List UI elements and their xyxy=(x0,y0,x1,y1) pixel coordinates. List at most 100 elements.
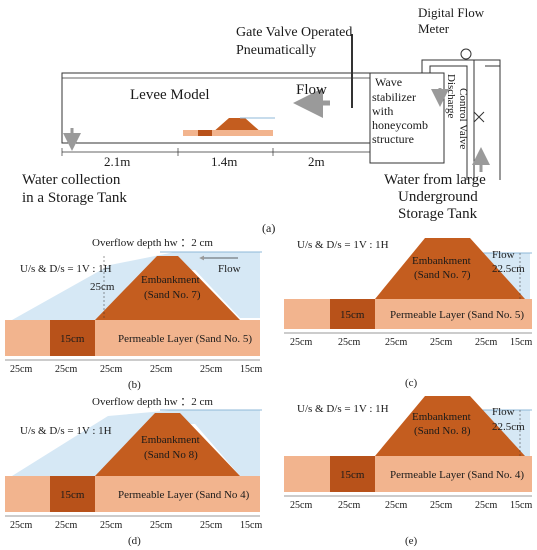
wave-label-3: with xyxy=(372,104,393,118)
permeable-layer-e xyxy=(284,456,532,492)
dim-d-0: 25cm xyxy=(10,520,32,531)
dim-label-3: 2m xyxy=(308,154,325,169)
embankment-label-b-1: Embankment xyxy=(141,274,200,286)
wave-label-4: honeycomb xyxy=(372,118,428,132)
levee-core xyxy=(198,130,212,136)
dim-b-4: 25cm xyxy=(200,364,222,375)
dim-b-3: 25cm xyxy=(150,364,172,375)
levee-model-shape xyxy=(212,118,262,133)
water-from-label-3: Storage Tank xyxy=(398,206,478,222)
dim-e-3: 25cm xyxy=(430,500,452,511)
dim-label-2: 1.4m xyxy=(211,154,237,169)
depth-label-c: 22.5cm xyxy=(492,263,525,275)
dim-e-2: 25cm xyxy=(385,500,407,511)
dim-c-1: 25cm xyxy=(338,337,360,348)
dim-c-2: 25cm xyxy=(385,337,407,348)
flow-meter-icon xyxy=(460,48,472,60)
layer-height-label-e: 15cm xyxy=(340,469,365,481)
layer-height-label-c: 15cm xyxy=(340,309,365,321)
water-from-label-2: Underground xyxy=(398,189,478,205)
dim-c-0: 25cm xyxy=(290,337,312,348)
embankment-label-b-2: (Sand No. 7) xyxy=(144,289,201,301)
core-block-c xyxy=(330,299,375,329)
dim-b-2: 25cm xyxy=(100,364,122,375)
embankment-d xyxy=(95,413,240,476)
slope-label-e: U/s & D/s = 1V : 1H xyxy=(297,403,389,415)
dim-b-5: 15cm xyxy=(240,364,262,375)
embankment-label-c-2: (Sand No. 7) xyxy=(414,269,471,281)
dim-e-4: 25cm xyxy=(475,500,497,511)
slope-label-c: U/s & D/s = 1V : 1H xyxy=(297,239,389,251)
embankment-label-d-2: (Sand No 8) xyxy=(144,449,198,461)
dim-b-1: 25cm xyxy=(55,364,77,375)
panel-d: Overflow depth hw ：2 cm U/s & D/s = 1V :… xyxy=(5,396,262,547)
dim-d-4: 25cm xyxy=(200,520,222,531)
embankment-label-d-1: Embankment xyxy=(141,434,200,446)
supply-pipe xyxy=(421,59,475,180)
embankment-label-e-1: Embankment xyxy=(412,411,471,423)
panel-e: U/s & D/s = 1V : 1H Embankment (Sand No.… xyxy=(284,396,532,547)
permeable-label-e: Permeable Layer (Sand No. 4) xyxy=(390,469,524,481)
wave-label-5: structure xyxy=(372,132,414,146)
permeable-layer-b xyxy=(5,320,260,356)
flow-label-a: Flow xyxy=(296,82,327,98)
embankment-c xyxy=(375,238,525,299)
dim-d-3: 25cm xyxy=(150,520,172,531)
dim-b-0: 25cm xyxy=(10,364,32,375)
dim-d-2: 25cm xyxy=(100,520,122,531)
caption-c: (c) xyxy=(405,377,418,389)
layer-height-label-b: 15cm xyxy=(60,333,85,345)
digital-flow-label-1: Digital Flow xyxy=(418,5,485,20)
water-collection-label-2: in a Storage Tank xyxy=(22,190,127,206)
layer-height-label-d: 15cm xyxy=(60,489,85,501)
dim-e-1: 25cm xyxy=(338,500,360,511)
gate-valve-label-1: Gate Valve Operated xyxy=(236,25,352,40)
overflow-label-d: Overflow depth hw ：2 cm xyxy=(92,396,213,408)
dim-c-4: 25cm xyxy=(475,337,497,348)
panel-c: U/s & D/s = 1V : 1H Embankment (Sand No.… xyxy=(284,238,532,389)
core-block-d xyxy=(50,476,95,512)
wave-label-1: Wave xyxy=(375,75,402,89)
wave-stabilizer-box xyxy=(369,72,445,164)
permeable-label-c: Permeable Layer (Sand No. 5) xyxy=(390,309,524,321)
water-from-label-1: Water from large xyxy=(384,172,486,188)
core-block-e xyxy=(330,456,375,492)
panel-a: Gate Valve Operated Pneumatically Digita… xyxy=(22,5,501,235)
dim-c-3: 25cm xyxy=(430,337,452,348)
dim-c-5: 15cm xyxy=(510,337,532,348)
height-label-b: 25cm xyxy=(90,281,115,293)
levee-base xyxy=(183,130,273,136)
dim-label-1: 2.1m xyxy=(104,154,130,169)
permeable-label-d: Permeable Layer (Sand No 4) xyxy=(118,489,250,501)
embankment-label-e-2: (Sand No. 8) xyxy=(414,425,471,437)
levee-model-label: Levee Model xyxy=(130,87,210,103)
depth-label-e: 22.5cm xyxy=(492,421,525,433)
dim-d-5: 15cm xyxy=(240,520,262,531)
wave-label-2: stabilizer xyxy=(372,90,416,104)
dim-e-5: 15cm xyxy=(510,500,532,511)
core-block-b xyxy=(50,320,95,356)
permeable-layer-d xyxy=(5,476,260,512)
water-collection-label-1: Water collection xyxy=(22,172,121,188)
discharge-label-2: Control Valve xyxy=(457,88,469,149)
flow-label-e: Flow xyxy=(492,406,515,418)
caption-a: (a) xyxy=(262,221,275,235)
flow-label-c: Flow xyxy=(492,249,515,261)
pipe-right xyxy=(474,59,501,180)
slope-label-d: U/s & D/s = 1V : 1H xyxy=(20,425,112,437)
dim-e-0: 25cm xyxy=(290,500,312,511)
caption-d: (d) xyxy=(128,535,141,547)
permeable-label-b: Permeable Layer (Sand No. 5) xyxy=(118,333,252,345)
gate-valve-label-2: Pneumatically xyxy=(236,43,316,58)
embankment-label-c-1: Embankment xyxy=(412,255,471,267)
dim-d-1: 25cm xyxy=(55,520,77,531)
caption-e: (e) xyxy=(405,535,418,547)
embankment-e xyxy=(375,396,525,456)
caption-b: (b) xyxy=(128,379,141,391)
permeable-layer-c xyxy=(284,299,532,329)
discharge-label-1: Discharge xyxy=(445,74,457,119)
flow-label-b: Flow xyxy=(218,263,241,275)
overflow-label-b: Overflow depth hw ：2 cm xyxy=(92,237,213,249)
slope-label-b: U/s & D/s = 1V : 1H xyxy=(20,263,112,275)
